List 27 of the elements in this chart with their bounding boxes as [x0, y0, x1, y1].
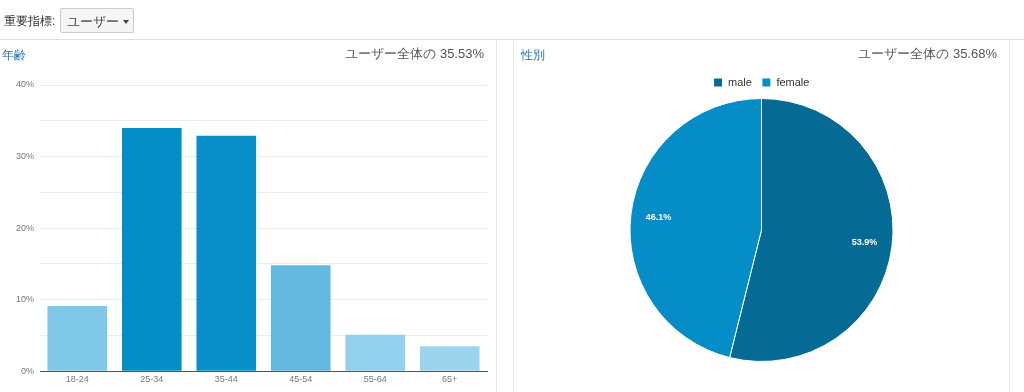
text: 性別 [521, 47, 545, 64]
x-tick-label: 35-44 [214, 374, 238, 385]
x-tick-label: 65+ [442, 374, 458, 385]
text: 重要指標: [4, 13, 56, 30]
bar [270, 265, 331, 371]
bar [419, 346, 480, 371]
x-tick-label: 45-54 [289, 374, 313, 385]
data-label: 53.9% [851, 237, 878, 248]
legend-label: female [776, 75, 810, 88]
y-tick-label: 30% [16, 151, 35, 162]
y-tick-label: 10% [16, 294, 35, 305]
y-tick-label: 40% [16, 79, 35, 90]
x-tick-label: 55-64 [363, 374, 387, 385]
y-tick-label: 20% [16, 222, 35, 233]
bar [345, 334, 406, 371]
data-label: 46.1% [645, 211, 672, 222]
bar [121, 127, 182, 371]
x-tick-label: 25-34 [140, 374, 164, 385]
bar [47, 306, 108, 371]
x-tick-label: 18-24 [65, 374, 89, 385]
y-tick-label: 0% [21, 365, 35, 376]
text: ユーザー全体の 35.68% [858, 45, 997, 63]
chart-title: 年齢 [2, 47, 26, 64]
legend-label: male [728, 75, 752, 88]
dropdown: ユーザー [60, 8, 134, 33]
chart-subtitle: ユーザー全体の 35.53% [345, 45, 484, 63]
bar [196, 135, 257, 371]
